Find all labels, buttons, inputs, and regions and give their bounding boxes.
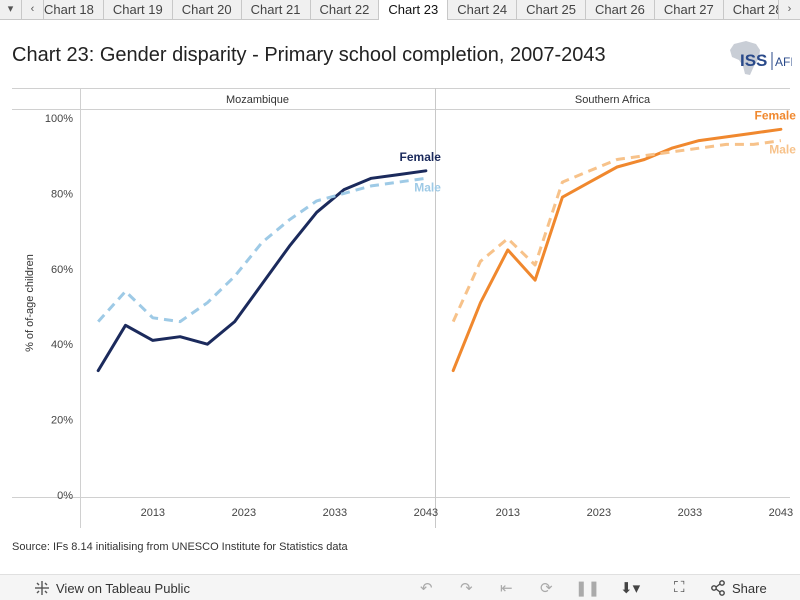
tab-chart-24[interactable]: Chart 24 bbox=[448, 0, 518, 20]
share-button[interactable]: Share bbox=[710, 580, 767, 596]
x-tick-label: 2013 bbox=[496, 507, 520, 519]
download-icon[interactable]: ⬇▾ bbox=[620, 580, 641, 597]
share-icon bbox=[711, 580, 725, 596]
y-axis-label: % of of-age children bbox=[24, 254, 36, 352]
series-label-southern-africa-male: Male bbox=[769, 143, 796, 157]
panel-header-mozambique: Mozambique bbox=[226, 94, 289, 106]
series-line-southern-africa-male bbox=[451, 139, 782, 323]
line-chart: 0% 20% 40% 60% 80% 100% % of of-age children Mo… bbox=[12, 88, 797, 528]
view-on-tableau-label: View on Tableau Public bbox=[56, 580, 190, 596]
tab-chart-20[interactable]: Chart 20 bbox=[173, 0, 242, 20]
view-on-tableau-button[interactable]: View on Tableau Public bbox=[34, 580, 190, 596]
tableau-icon bbox=[35, 581, 49, 595]
undo-icon[interactable]: ↶ bbox=[420, 580, 433, 597]
x-tick-label: 2023 bbox=[587, 507, 611, 519]
revert-icon[interactable]: ⇤ bbox=[500, 580, 513, 597]
fullscreen-icon[interactable]: ⛶ bbox=[674, 579, 685, 596]
x-tick-label: 2023 bbox=[232, 507, 256, 519]
tab-chart-28[interactable]: Chart 28 bbox=[724, 0, 778, 20]
y-tick-label: 60% bbox=[51, 264, 73, 276]
series-label-mozambique-male: Male bbox=[414, 180, 441, 194]
pause-icon[interactable]: ❚❚ bbox=[575, 580, 601, 597]
refresh-icon[interactable]: ⟳ bbox=[540, 580, 553, 597]
tab-chart-22[interactable]: Chart 22 bbox=[311, 0, 380, 20]
tab-chart-25[interactable]: Chart 25 bbox=[517, 0, 586, 20]
series-line-mozambique-male bbox=[97, 176, 427, 324]
share-label: Share bbox=[732, 580, 767, 596]
x-tick-label: 2033 bbox=[323, 507, 347, 519]
tab-chart-23[interactable]: Chart 23 bbox=[379, 0, 449, 20]
x-tick-label: 2013 bbox=[141, 507, 165, 519]
tab-next-icon[interactable]: › bbox=[778, 0, 800, 20]
x-tick-label: 2033 bbox=[678, 507, 702, 519]
tab-chart-21[interactable]: Chart 21 bbox=[242, 0, 311, 20]
y-tick-label: 100% bbox=[45, 113, 73, 125]
tab-strip: ▾ ‹ Chart 18 Chart 19 Chart 20 Chart 21 Char… bbox=[0, 0, 800, 20]
tab-chart-26[interactable]: Chart 26 bbox=[586, 0, 655, 20]
y-tick-label: 80% bbox=[51, 188, 73, 200]
series-label-southern-africa-female: Female bbox=[755, 108, 797, 122]
page-title: Chart 23: Gender disparity - Primary sch… bbox=[12, 44, 606, 66]
tab-chart-27[interactable]: Chart 27 bbox=[655, 0, 724, 20]
panel-header-southern-africa: Southern Africa bbox=[575, 94, 651, 106]
series-line-southern-africa-female bbox=[451, 127, 783, 373]
tab-chart-19[interactable]: Chart 19 bbox=[104, 0, 173, 20]
logo-text: ISS bbox=[740, 51, 767, 70]
tab-menu-dropdown-icon[interactable]: ▾ bbox=[0, 0, 22, 20]
x-tick-label: 2043 bbox=[769, 507, 793, 519]
iss-africa-logo: ISS AFI bbox=[730, 41, 792, 75]
source-note: Source: IFs 8.14 initialising from UNESC… bbox=[12, 541, 348, 553]
x-tick-label: 2043 bbox=[414, 507, 438, 519]
y-tick-label: 40% bbox=[51, 339, 73, 351]
series-line-mozambique-female bbox=[96, 169, 428, 373]
y-tick-label: 20% bbox=[51, 415, 73, 427]
logo-suffix: AFI bbox=[775, 55, 792, 69]
redo-icon[interactable]: ↷ bbox=[460, 580, 473, 597]
series-label-mozambique-female: Female bbox=[400, 150, 442, 164]
footer-toolbar: View on Tableau Public ↶ ↷ ⇤ ⟳ ❚❚ ⬇▾ ⛶ S… bbox=[0, 574, 800, 600]
tab-chart-18[interactable]: Chart 18 bbox=[44, 0, 104, 20]
y-tick-label: 0% bbox=[57, 490, 73, 502]
tab-prev-icon[interactable]: ‹ bbox=[22, 0, 44, 20]
tab-list: Chart 18 Chart 19 Chart 20 Chart 21 Chart 22… bbox=[44, 0, 778, 20]
